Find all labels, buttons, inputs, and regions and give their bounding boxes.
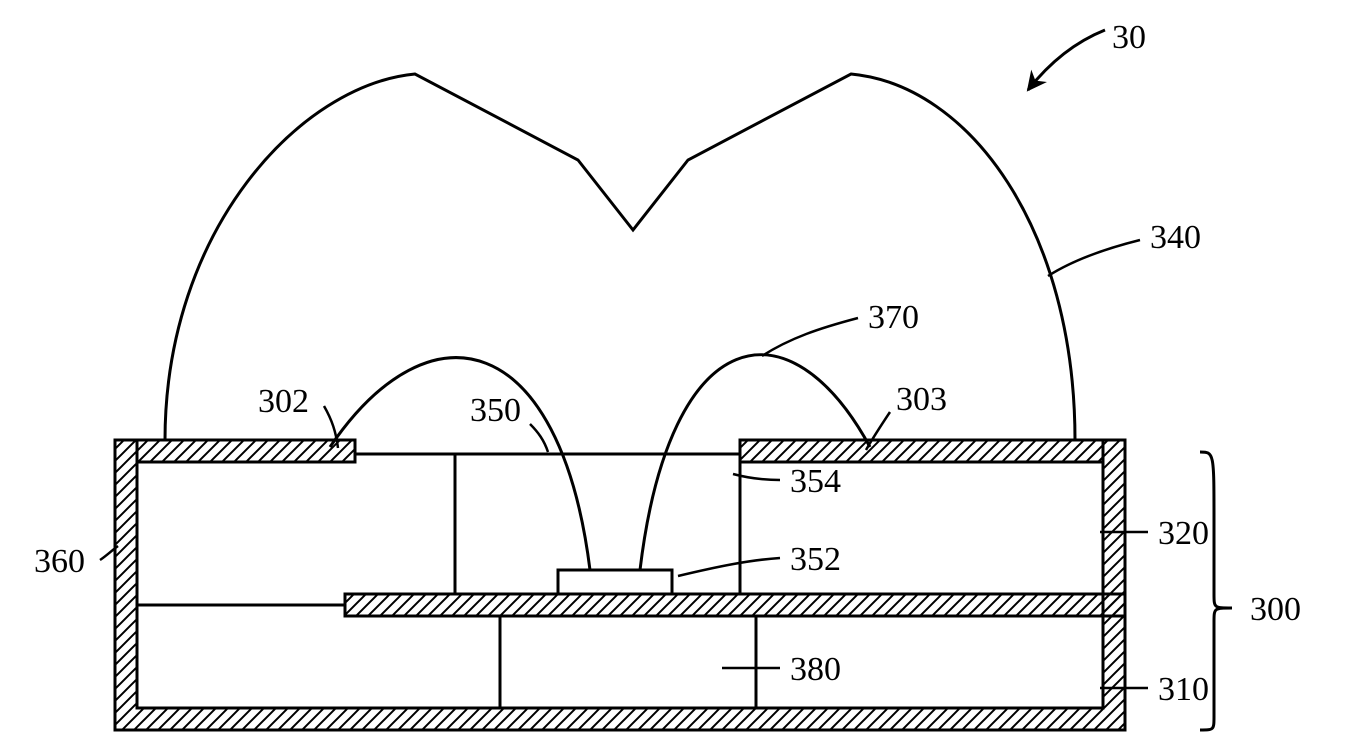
- label-substrate: 300: [1250, 591, 1301, 628]
- mid-plate: [345, 594, 1125, 616]
- label-pad-right: 303: [896, 381, 947, 418]
- label-chip: 352: [790, 541, 841, 578]
- label-lens: 340: [1150, 219, 1201, 256]
- label-assembly: 30: [1112, 19, 1146, 56]
- leader-wire: [762, 318, 858, 356]
- cross-section-diagram: 30 340 370 302 303 350 354 352 360 320 3…: [0, 0, 1366, 745]
- label-led: 350: [470, 392, 521, 429]
- leader-chip: [678, 558, 780, 576]
- label-first-layer: 320: [1158, 515, 1209, 552]
- chip: [558, 570, 672, 594]
- top-pad-right: [740, 440, 1103, 462]
- label-pad-left: 302: [258, 383, 309, 420]
- leader-lens: [1048, 240, 1140, 276]
- label-second-layer: 310: [1158, 671, 1209, 708]
- bond-wire-left: [330, 358, 590, 570]
- label-encapsulant: 354: [790, 463, 841, 500]
- top-pad-left: [137, 440, 355, 462]
- label-wire: 370: [868, 299, 919, 336]
- leader-led: [530, 424, 548, 452]
- leader-assembly: [1028, 30, 1105, 90]
- label-left-metal: 360: [34, 543, 85, 580]
- label-heat-slug: 380: [790, 651, 841, 688]
